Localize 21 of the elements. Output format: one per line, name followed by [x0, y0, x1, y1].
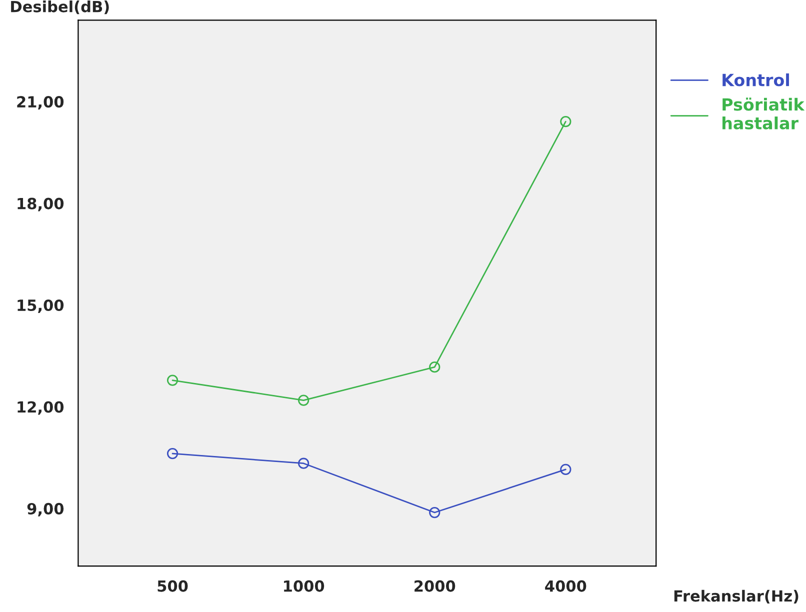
- x-tick-label: 4000: [545, 580, 586, 592]
- x-axis-title: Frekanslar(Hz): [674, 590, 798, 604]
- y-axis-title: Desibel(dB): [11, 0, 109, 14]
- point: [560, 116, 572, 128]
- point: [429, 362, 440, 373]
- y-tick-label: 12,00: [18, 401, 64, 415]
- legend-label: Kontrol: [722, 73, 789, 86]
- point: [560, 464, 572, 476]
- y-tick-label: 18,00: [18, 198, 64, 212]
- x-tick-label: 500: [158, 580, 188, 592]
- x-tick-label: 2000: [414, 580, 456, 592]
- y-tick-label: 9,00: [27, 502, 64, 516]
- y-tick-label: 15,00: [18, 299, 64, 313]
- point: [298, 458, 310, 469]
- point: [429, 506, 440, 518]
- point: [298, 394, 310, 406]
- point: [166, 374, 178, 386]
- point: [166, 448, 178, 460]
- x-tick-label: 1000: [284, 580, 324, 592]
- y-tick-label: 21,00: [17, 96, 64, 110]
- legend-label: Psöriatik hastalar: [722, 98, 805, 130]
